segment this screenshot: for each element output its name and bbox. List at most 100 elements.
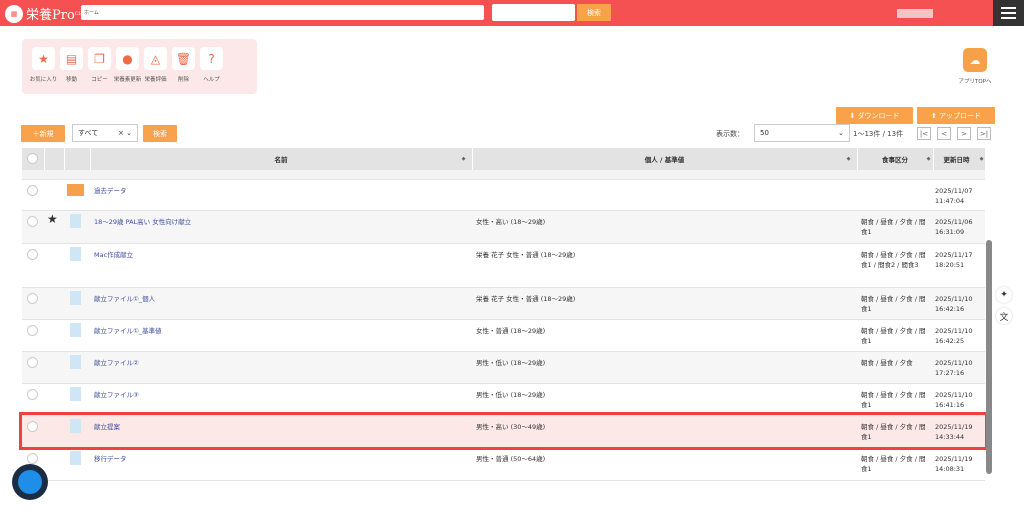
person-cell: 栄養 花子 女性・普通 (18〜29歳) bbox=[472, 243, 857, 288]
meal-cell: 朝食 / 昼食 / 夕食 / 間食1 bbox=[857, 415, 933, 448]
scrollbar[interactable] bbox=[986, 240, 992, 474]
meal-cell: 朝食 / 昼食 / 夕食 / 間食1 bbox=[857, 447, 933, 481]
date-cell: 2025/11/10 16:42:25 bbox=[933, 319, 985, 352]
table-row[interactable]: 献立ファイル①_個人 栄養 花子 女性・普通 (18〜29歳) 朝食 / 昼食 … bbox=[22, 287, 985, 320]
date-cell: 2025/11/10 17:27:16 bbox=[933, 351, 985, 384]
row-checkbox[interactable] bbox=[22, 351, 44, 384]
date-cell: 2025/11/19 14:33:44 bbox=[933, 415, 985, 448]
favorite-star-icon[interactable] bbox=[44, 243, 64, 288]
meal-cell: 朝食 / 昼食 / 夕食 / 間食1 bbox=[857, 319, 933, 352]
favorite-star-icon[interactable] bbox=[44, 287, 64, 320]
user-name[interactable] bbox=[897, 9, 933, 18]
trash-icon: 🗑 bbox=[172, 47, 195, 70]
file-name-link[interactable]: 献立ファイル③ bbox=[90, 383, 472, 416]
favorite-star-icon[interactable] bbox=[44, 179, 64, 211]
row-checkbox[interactable] bbox=[22, 383, 44, 416]
column-date[interactable]: 更新日時 ◆ bbox=[933, 148, 986, 170]
toolbar-trash-button[interactable]: 🗑 削除 bbox=[171, 47, 196, 94]
favorite-star-icon[interactable] bbox=[44, 351, 64, 384]
table-row[interactable]: Mac作成献立 栄養 花子 女性・普通 (18〜29歳) 朝食 / 昼食 / 夕… bbox=[22, 243, 985, 288]
table-row[interactable]: 移行データ 男性・普通 (50〜64歳) 朝食 / 昼食 / 夕食 / 間食1 … bbox=[22, 447, 985, 481]
prev-page-button[interactable]: < bbox=[937, 127, 951, 140]
chevron-down-icon: ⌄ bbox=[838, 129, 844, 137]
row-checkbox[interactable] bbox=[22, 179, 44, 211]
row-checkbox[interactable] bbox=[22, 319, 44, 352]
download-button[interactable]: ⬇ ダウンロード bbox=[836, 107, 913, 124]
file-icon bbox=[64, 415, 90, 448]
table-row[interactable]: 献立ファイル③ 男性・低い (18〜29歳) 朝食 / 昼食 / 夕食 / 間食… bbox=[22, 383, 985, 416]
new-button[interactable]: ＋新規 bbox=[21, 125, 65, 142]
file-name-link[interactable]: 献立ファイル①_基準値 bbox=[90, 319, 472, 352]
favorite-star-icon[interactable] bbox=[44, 415, 64, 448]
filter-select[interactable]: すべて × ⌄ bbox=[72, 124, 138, 142]
person-cell: 男性・高い (30〜49歳) bbox=[472, 415, 857, 448]
date-cell: 2025/11/10 16:42:16 bbox=[933, 287, 985, 320]
toolbar-star-button[interactable]: ★ お気に入り bbox=[30, 47, 57, 94]
row-checkbox[interactable] bbox=[22, 287, 44, 320]
per-page-label: 表示数： bbox=[716, 130, 744, 138]
file-icon bbox=[64, 210, 90, 244]
favorite-star-icon[interactable] bbox=[44, 447, 64, 481]
file-name-link[interactable]: 18〜29歳 PAL高い 女性向け献立 bbox=[90, 210, 472, 244]
file-name-link[interactable]: 献立ファイル② bbox=[90, 351, 472, 384]
logo[interactable]: ▦栄養ProCloud bbox=[5, 4, 90, 23]
row-checkbox[interactable] bbox=[22, 415, 44, 448]
toolbar-move-folder-button[interactable]: ▤ 移動 bbox=[59, 47, 84, 94]
favorite-star-icon[interactable] bbox=[44, 319, 64, 352]
star-icon: ★ bbox=[32, 47, 55, 70]
chat-icon bbox=[18, 470, 42, 494]
logo-icon: ▦ bbox=[5, 4, 23, 23]
person-cell: 男性・低い (18〜29歳) bbox=[472, 383, 857, 416]
toolbar-copy-button[interactable]: ❐ コピー bbox=[87, 47, 112, 94]
search-input[interactable] bbox=[492, 4, 575, 21]
date-cell: 2025/11/07 11:47:04 bbox=[933, 179, 985, 211]
per-page-select[interactable]: 50 ⌄ bbox=[754, 124, 850, 142]
translate-icon[interactable]: 文 bbox=[996, 308, 1012, 324]
search-button[interactable]: 検索 bbox=[577, 4, 611, 21]
toolbar-help-button[interactable]: ? ヘルプ bbox=[199, 47, 224, 94]
filter-search-button[interactable]: 検索 bbox=[143, 125, 177, 142]
file-name-link[interactable]: Mac作成献立 bbox=[90, 243, 472, 288]
person-cell: 女性・普通 (18〜29歳) bbox=[472, 319, 857, 352]
file-name-link[interactable]: 過去データ bbox=[90, 179, 472, 211]
file-name-link[interactable]: 献立ファイル①_個人 bbox=[90, 287, 472, 320]
app-top-button[interactable]: ☁ アプリTOPへ bbox=[954, 48, 996, 85]
file-icon bbox=[64, 383, 90, 416]
person-cell: 女性・高い (18〜29歳) bbox=[472, 210, 857, 244]
upload-button[interactable]: ⬆ アップロード bbox=[917, 107, 995, 124]
file-icon bbox=[64, 319, 90, 352]
table-row[interactable]: 献立ファイル② 男性・低い (18〜29歳) 朝食 / 昼食 / 夕食 2025… bbox=[22, 351, 985, 384]
person-cell: 栄養 花子 女性・普通 (18〜29歳) bbox=[472, 287, 857, 320]
toolbar-nutrient-update-button[interactable]: ● 栄養素更新 bbox=[114, 47, 141, 94]
favorite-star-icon[interactable] bbox=[44, 383, 64, 416]
file-name-link[interactable]: 移行データ bbox=[90, 447, 472, 481]
select-all-checkbox[interactable] bbox=[22, 148, 45, 170]
first-page-button[interactable]: |< bbox=[917, 127, 931, 140]
sparkle-icon[interactable]: ✦ bbox=[996, 287, 1012, 303]
column-meal[interactable]: 食事区分 ◆ bbox=[857, 148, 934, 170]
menu-icon[interactable] bbox=[993, 0, 1024, 26]
toolbar: ★ お気に入り ▤ 移動 ❐ コピー ● 栄養素更新 ◬ 栄養評価 🗑 削除? ヘルプ bbox=[22, 39, 257, 94]
chat-button[interactable] bbox=[12, 464, 48, 500]
column-name[interactable]: 名前 ◆ bbox=[90, 148, 473, 170]
file-icon bbox=[64, 351, 90, 384]
table-row[interactable]: 献立提案 男性・高い (30〜49歳) 朝食 / 昼食 / 夕食 / 間食1 2… bbox=[19, 412, 988, 450]
date-cell: 2025/11/19 14:08:31 bbox=[933, 447, 985, 481]
file-name-link[interactable]: 献立提案 bbox=[90, 415, 472, 448]
row-checkbox[interactable] bbox=[22, 210, 44, 244]
table-row[interactable]: ★ 18〜29歳 PAL高い 女性向け献立 女性・高い (18〜29歳) 朝食 … bbox=[22, 210, 985, 244]
next-page-button[interactable]: > bbox=[957, 127, 971, 140]
folder-icon bbox=[64, 179, 90, 211]
column-person[interactable]: 個人 / 基準値 ◆ bbox=[472, 148, 858, 170]
table-row[interactable]: 過去データ 2025/11/07 11:47:04 bbox=[22, 179, 985, 211]
file-icon bbox=[64, 447, 90, 481]
file-icon bbox=[64, 287, 90, 320]
last-page-button[interactable]: >| bbox=[977, 127, 991, 140]
row-checkbox[interactable] bbox=[22, 243, 44, 288]
nutrient-update-icon: ● bbox=[116, 47, 139, 70]
meal-cell: 朝食 / 昼食 / 夕食 / 間食1 bbox=[857, 287, 933, 320]
table-row[interactable]: 献立ファイル①_基準値 女性・普通 (18〜29歳) 朝食 / 昼食 / 夕食 … bbox=[22, 319, 985, 352]
favorite-star-icon[interactable]: ★ bbox=[44, 210, 64, 244]
toolbar-nutrition-eval-button[interactable]: ◬ 栄養評価 bbox=[143, 47, 168, 94]
breadcrumb[interactable]: ホーム bbox=[81, 5, 484, 20]
